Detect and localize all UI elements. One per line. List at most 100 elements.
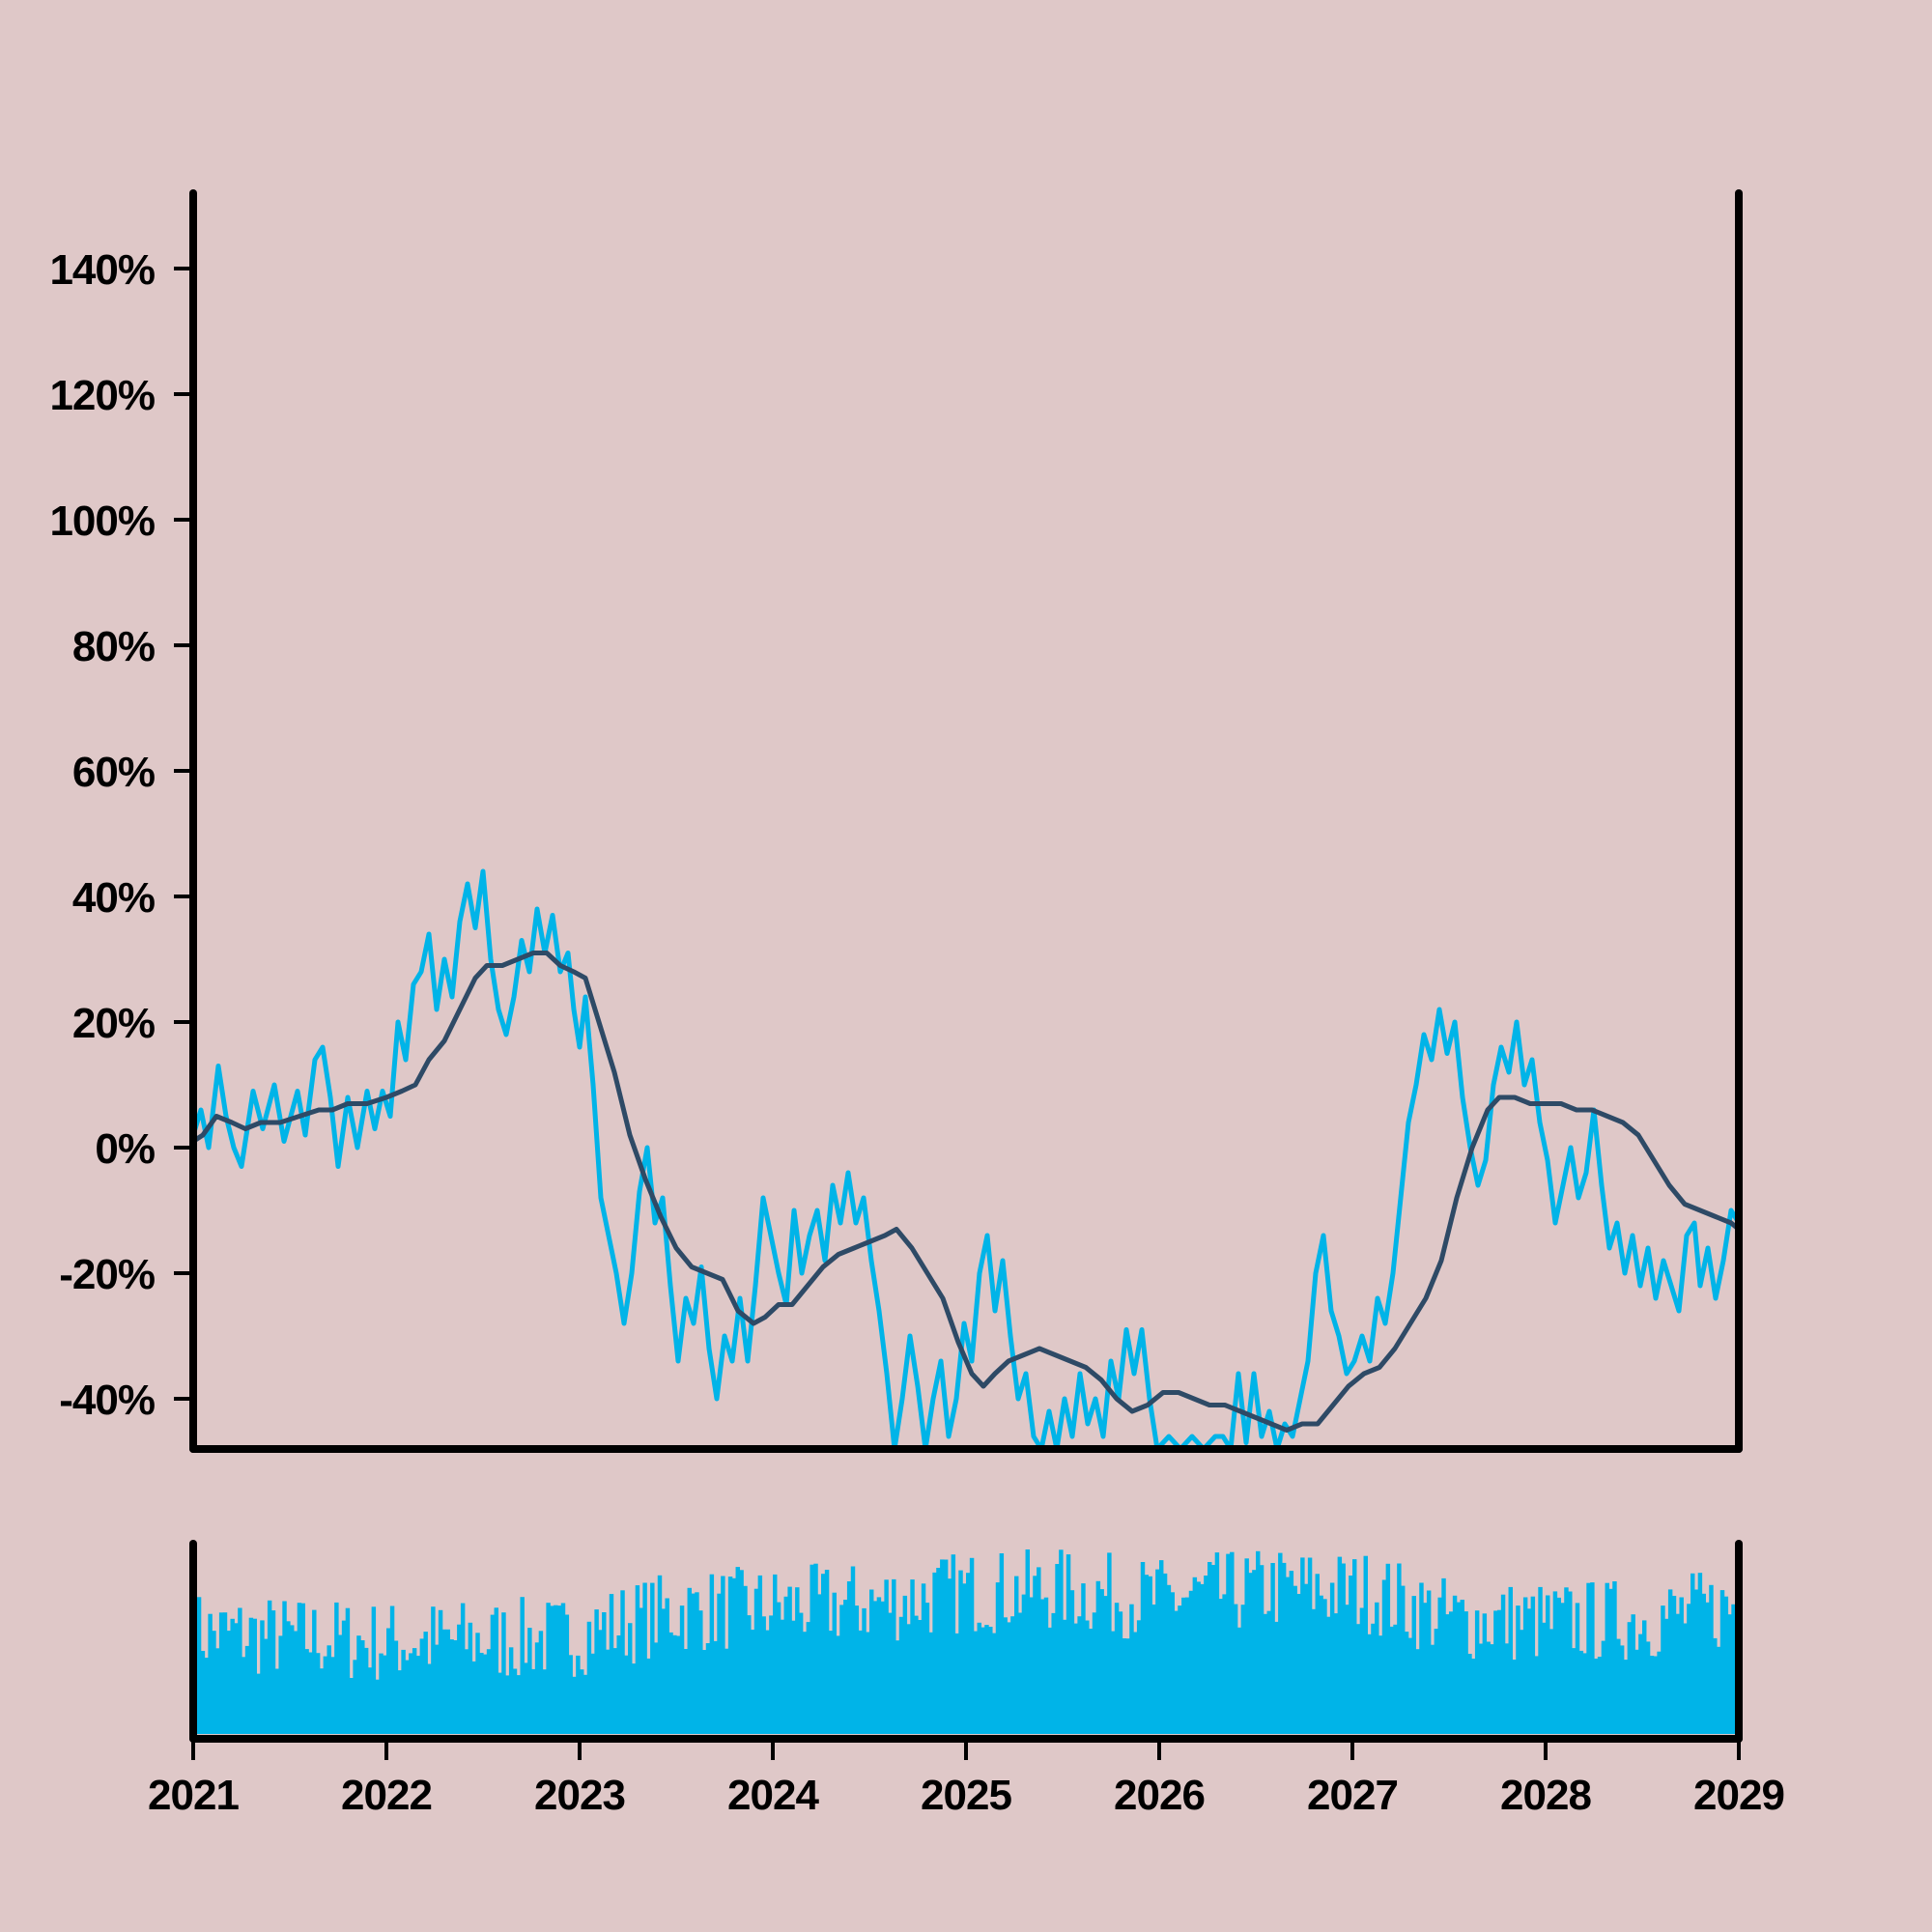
volume-bar [550,1605,554,1734]
volume-bar [468,1622,473,1734]
x-axis: 2021 2022 2023 2024 2025 2026 2027 2028 2029 [148,1741,1785,1819]
volume-bar [457,1624,462,1734]
volume-bar [383,1655,387,1734]
volume-bar [1530,1596,1536,1734]
volume-bar [1649,1656,1655,1734]
volume-bar [910,1579,915,1734]
volume-bar [1092,1612,1097,1734]
volume-bar [631,1663,637,1734]
volume-bar [743,1585,748,1734]
volume-bar [1345,1605,1350,1734]
volume-bar [843,1600,848,1734]
volume-bar [776,1602,781,1734]
volume-bar [330,1657,335,1734]
volume-bar [605,1649,611,1734]
volume-bar [1307,1557,1313,1734]
volume-bar [1266,1610,1271,1734]
volume-bar [345,1607,351,1734]
volume-bar [888,1612,893,1734]
volume-bar [367,1667,373,1734]
volume-bar [1107,1552,1112,1734]
volume-bar [646,1658,651,1734]
volume-bar [687,1587,692,1734]
volume-bar [546,1603,551,1734]
volume-bar [1178,1605,1182,1734]
volume-bar [1055,1564,1060,1734]
volume-bar [1705,1602,1710,1734]
volume-bar [921,1583,926,1734]
volume-bar [1605,1582,1609,1734]
volume-bar [1460,1600,1464,1734]
volume-bar [769,1615,774,1734]
volume-bar [824,1570,830,1734]
volume-bar [713,1640,718,1734]
volume-bar [1723,1596,1729,1734]
volume-bar [1159,1560,1164,1734]
volume-bar [980,1627,985,1734]
volume-bar [802,1632,808,1734]
volume-bar [1174,1610,1179,1734]
volume-bar [323,1656,328,1734]
volume-bar [1716,1646,1721,1734]
volume-bar [1304,1583,1309,1734]
volume-bar [1085,1620,1090,1734]
volume-bar [1616,1638,1621,1734]
volume-bar [560,1603,566,1734]
volume-bar [1504,1643,1510,1734]
volume-bar [984,1625,989,1734]
volume-bar [1088,1629,1094,1734]
volume-bar [1426,1590,1432,1734]
volume-bar [204,1658,209,1734]
volume-bar [1341,1563,1346,1734]
volume-bar [1486,1641,1491,1734]
volume-bar [353,1660,357,1734]
volume-bar [1329,1582,1335,1734]
volume-bar [1248,1573,1253,1734]
volume-bar [1661,1605,1665,1734]
line-series-group [193,868,1739,1449]
volume-bar [1181,1597,1186,1734]
volume-bar [665,1598,669,1734]
volume-bar [286,1621,291,1734]
y-tick-label: 20% [72,1000,155,1047]
volume-bar [1059,1549,1064,1734]
volume-bar [1155,1569,1160,1734]
x-tick-label: 2023 [534,1772,625,1819]
volume-bar [471,1661,476,1734]
volume-bar [739,1570,744,1734]
volume-bar [1393,1624,1398,1734]
volume-bar [943,1559,949,1734]
volume-bar [798,1612,804,1734]
line-chart: 140% 120% 100% 80% 60% 40% 20% 0% -20% -40% [49,189,1743,1453]
volume-bar [315,1653,321,1734]
volume-bar [1355,1624,1361,1734]
volume-bar [270,1610,276,1734]
volume-bar [1582,1653,1587,1734]
volume-bar [312,1609,317,1734]
volume-bar [1423,1603,1428,1734]
volume-bar [653,1642,659,1734]
volume-bar [1244,1558,1249,1734]
volume-bar [441,1629,447,1734]
volume-bar [1578,1650,1584,1734]
volume-bar [787,1586,792,1734]
volume-bar [1003,1617,1008,1734]
volume-bar [958,1570,963,1734]
volume-bar [1103,1596,1108,1734]
volume-bar [1319,1595,1323,1734]
volume-bar [602,1612,607,1734]
volume-bar [1508,1586,1513,1734]
volume-bar [1166,1584,1172,1734]
volume-bar [196,1597,202,1734]
volume-bar [1222,1594,1227,1734]
volume-bar [642,1582,647,1734]
volume-bar [218,1612,224,1734]
volume-bar [538,1631,544,1734]
volume-bar [1512,1660,1517,1734]
volume-bar [397,1670,402,1734]
volume-bar [1675,1613,1681,1734]
volume-bar [821,1574,826,1734]
volume-bar [876,1597,882,1734]
y-tick-label: 100% [49,497,155,545]
volume-bar [1634,1649,1639,1734]
